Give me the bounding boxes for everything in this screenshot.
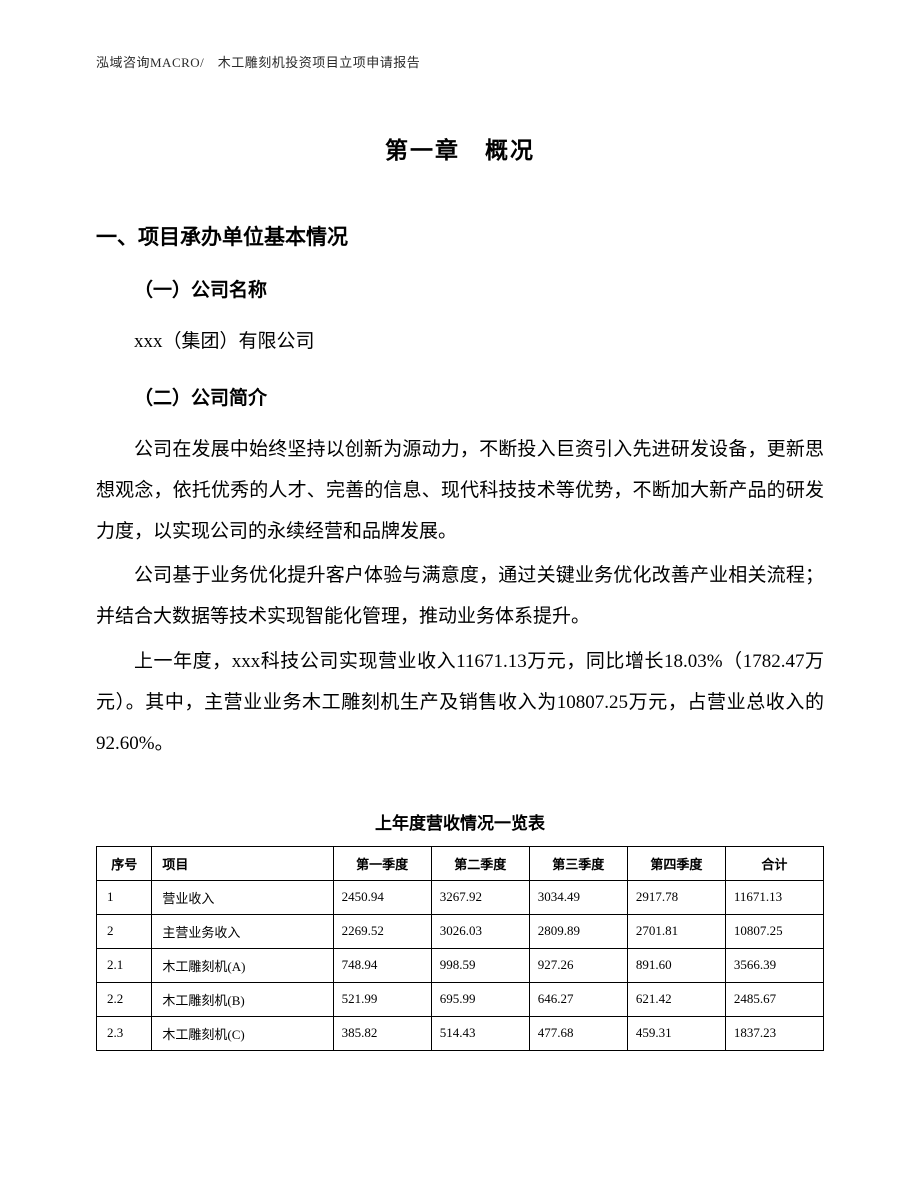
cell-total: 3566.39 xyxy=(725,948,823,982)
table-row: 1 营业收入 2450.94 3267.92 3034.49 2917.78 1… xyxy=(97,880,824,914)
cell-total: 10807.25 xyxy=(725,914,823,948)
cell-q3: 477.68 xyxy=(529,1016,627,1050)
cell-q2: 998.59 xyxy=(431,948,529,982)
cell-q1: 385.82 xyxy=(333,1016,431,1050)
cell-item: 主营业务收入 xyxy=(152,914,333,948)
table-row: 2.3 木工雕刻机(C) 385.82 514.43 477.68 459.31… xyxy=(97,1016,824,1050)
cell-q2: 695.99 xyxy=(431,982,529,1016)
cell-q3: 3034.49 xyxy=(529,880,627,914)
col-q4: 第四季度 xyxy=(627,846,725,880)
cell-item: 营业收入 xyxy=(152,880,333,914)
cell-q2: 3026.03 xyxy=(431,914,529,948)
section-1-heading: 一、项目承办单位基本情况 xyxy=(96,221,824,251)
company-intro-para-1: 公司在发展中始终坚持以创新为源动力，不断投入巨资引入先进研发设备，更新思想观念，… xyxy=(96,430,824,553)
cell-q1: 2450.94 xyxy=(333,880,431,914)
table-header-row: 序号 项目 第一季度 第二季度 第三季度 第四季度 合计 xyxy=(97,846,824,880)
company-name: xxx（集团）有限公司 xyxy=(96,322,824,363)
company-intro-para-2: 公司基于业务优化提升客户体验与满意度，通过关键业务优化改善产业相关流程；并结合大… xyxy=(96,556,824,638)
chapter-title: 第一章 概况 xyxy=(96,131,824,165)
cell-seq: 2 xyxy=(97,914,152,948)
cell-item: 木工雕刻机(C) xyxy=(152,1016,333,1050)
cell-q3: 646.27 xyxy=(529,982,627,1016)
cell-q3: 927.26 xyxy=(529,948,627,982)
table-row: 2.1 木工雕刻机(A) 748.94 998.59 927.26 891.60… xyxy=(97,948,824,982)
cell-q2: 3267.92 xyxy=(431,880,529,914)
cell-q2: 514.43 xyxy=(431,1016,529,1050)
col-total: 合计 xyxy=(725,846,823,880)
cell-total: 1837.23 xyxy=(725,1016,823,1050)
table-row: 2.2 木工雕刻机(B) 521.99 695.99 646.27 621.42… xyxy=(97,982,824,1016)
cell-total: 2485.67 xyxy=(725,982,823,1016)
subsection-1-1-heading: （一）公司名称 xyxy=(96,275,824,302)
col-q3: 第三季度 xyxy=(529,846,627,880)
col-q1: 第一季度 xyxy=(333,846,431,880)
cell-item: 木工雕刻机(B) xyxy=(152,982,333,1016)
cell-q1: 2269.52 xyxy=(333,914,431,948)
cell-total: 11671.13 xyxy=(725,880,823,914)
cell-q1: 521.99 xyxy=(333,982,431,1016)
subsection-1-2-heading: （二）公司简介 xyxy=(96,383,824,410)
col-q2: 第二季度 xyxy=(431,846,529,880)
cell-item: 木工雕刻机(A) xyxy=(152,948,333,982)
cell-q4: 459.31 xyxy=(627,1016,725,1050)
cell-q4: 891.60 xyxy=(627,948,725,982)
cell-q3: 2809.89 xyxy=(529,914,627,948)
table-title: 上年度营收情况一览表 xyxy=(96,809,824,834)
col-seq: 序号 xyxy=(97,846,152,880)
cell-seq: 1 xyxy=(97,880,152,914)
revenue-table: 序号 项目 第一季度 第二季度 第三季度 第四季度 合计 1 营业收入 2450… xyxy=(96,846,824,1051)
company-intro-para-3: 上一年度，xxx科技公司实现营业收入11671.13万元，同比增长18.03%（… xyxy=(96,642,824,765)
table-row: 2 主营业务收入 2269.52 3026.03 2809.89 2701.81… xyxy=(97,914,824,948)
page-header: 泓域咨询MACRO/ 木工雕刻机投资项目立项申请报告 xyxy=(96,52,824,71)
col-item: 项目 xyxy=(152,846,333,880)
cell-seq: 2.1 xyxy=(97,948,152,982)
cell-q4: 2917.78 xyxy=(627,880,725,914)
cell-q4: 2701.81 xyxy=(627,914,725,948)
cell-q1: 748.94 xyxy=(333,948,431,982)
cell-seq: 2.3 xyxy=(97,1016,152,1050)
cell-q4: 621.42 xyxy=(627,982,725,1016)
cell-seq: 2.2 xyxy=(97,982,152,1016)
